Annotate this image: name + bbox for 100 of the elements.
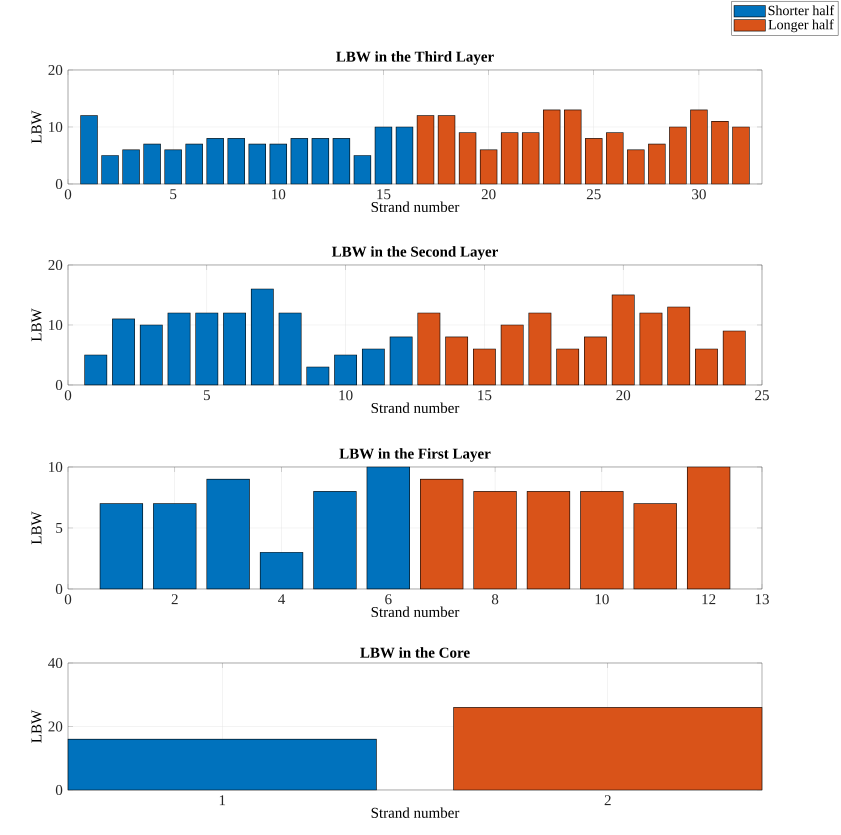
y-tick-label: 20: [48, 260, 62, 270]
bar: [206, 138, 224, 184]
bar: [522, 132, 540, 184]
bar: [396, 126, 414, 184]
x-tick-label: 8: [492, 594, 498, 604]
bar: [248, 144, 266, 184]
bar: [686, 466, 730, 590]
bar: [584, 336, 607, 386]
bar: [606, 132, 624, 184]
x-tick-label: 13: [756, 594, 769, 604]
bar: [206, 478, 250, 590]
x-tick-label: 20: [616, 390, 630, 400]
x-tick-label: 2: [604, 795, 611, 806]
bar: [445, 336, 468, 386]
bar: [270, 144, 288, 184]
bar: [542, 110, 560, 184]
bar: [722, 330, 746, 386]
legend-label: Longer half: [768, 19, 834, 32]
x-tick-label: 0: [64, 189, 72, 200]
bar: [312, 138, 330, 184]
bar: [417, 312, 440, 386]
bar: [278, 312, 302, 386]
bar: [634, 503, 677, 590]
bar: [473, 491, 517, 590]
x-tick-label: 10: [339, 390, 353, 400]
bar: [695, 348, 718, 386]
bar: [640, 312, 662, 386]
bar: [332, 138, 350, 184]
bar: [585, 138, 602, 184]
bar: [140, 324, 163, 386]
chart-title: LBW in the Core: [360, 647, 470, 658]
x-tick-label: 15: [478, 390, 492, 400]
y-axis-title: LBW: [32, 308, 42, 342]
bar: [627, 149, 645, 184]
bar: [648, 144, 666, 184]
x-tick-label: 2: [172, 594, 178, 604]
y-tick-label: 0: [56, 784, 62, 796]
chart-title: LBW in the First Layer: [339, 448, 490, 462]
y-tick-label: 5: [56, 523, 62, 533]
y-axis-title: LBW: [32, 710, 42, 743]
bar: [473, 348, 496, 386]
bar: [500, 324, 524, 386]
x-tick-label: 0: [64, 594, 72, 604]
bar: [122, 149, 140, 184]
bar: [223, 312, 246, 386]
bar: [528, 312, 552, 386]
x-tick-label: 1: [220, 795, 226, 806]
chart-title: LBW in the Third Layer: [336, 51, 494, 65]
bar: [354, 155, 372, 184]
y-tick-label: 20: [48, 64, 62, 76]
x-tick-label: 12: [702, 594, 716, 604]
bar: [334, 354, 358, 386]
bar: [143, 144, 161, 184]
y-tick-label: 0: [56, 584, 62, 594]
bar: [480, 149, 498, 184]
x-axis-title: Strand number: [372, 402, 460, 414]
bar: [556, 348, 580, 386]
bar: [458, 132, 476, 184]
bar: [306, 366, 330, 386]
y-tick-label: 0: [56, 178, 62, 190]
bar: [362, 348, 385, 386]
x-tick-label: 10: [596, 594, 609, 604]
bar: [84, 354, 108, 386]
bar: [366, 466, 410, 590]
bar: [260, 552, 304, 590]
bar: [438, 115, 456, 184]
x-axis-title: Strand number: [372, 807, 460, 818]
bar: [667, 306, 690, 386]
bar: [612, 294, 635, 386]
bar: [228, 138, 245, 184]
bar: [100, 503, 144, 590]
bar: [164, 149, 182, 184]
bar: [290, 138, 308, 184]
chart-title: LBW in the Second Layer: [332, 246, 498, 260]
x-axis-title: Strand number: [372, 606, 460, 618]
y-tick-label: 10: [49, 462, 62, 472]
x-tick-label: 25: [755, 390, 769, 400]
bar: [669, 126, 687, 184]
bar: [80, 115, 98, 184]
bar: [101, 155, 119, 184]
y-axis-title: LBW: [32, 511, 42, 544]
x-tick-label: 20: [482, 189, 496, 200]
x-tick-label: 5: [204, 390, 210, 400]
bar: [732, 126, 750, 184]
y-tick-label: 0: [56, 380, 62, 390]
y-tick-label: 10: [49, 122, 62, 132]
bar: [195, 312, 218, 386]
bar: [526, 491, 570, 590]
x-axis-title: Strand number: [372, 202, 460, 212]
bar: [168, 312, 190, 386]
x-tick-label: 5: [170, 189, 176, 200]
x-tick-label: 25: [586, 189, 601, 200]
bar: [580, 491, 624, 590]
bar: [420, 478, 464, 590]
y-tick-label: 40: [48, 658, 62, 668]
bar: [112, 318, 135, 386]
bar: [500, 132, 518, 184]
bar: [185, 144, 203, 184]
bar: [153, 503, 196, 590]
y-tick-label: 10: [49, 320, 62, 330]
